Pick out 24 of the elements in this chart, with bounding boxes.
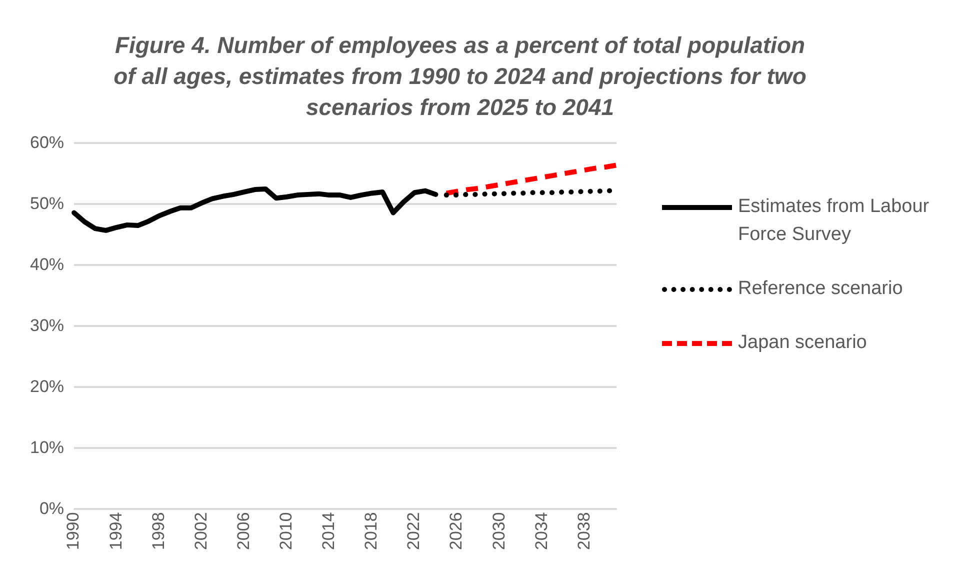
legend-label: Estimates from Labour Force Survey — [738, 195, 930, 247]
x-tick-label: 2014 — [319, 512, 338, 550]
x-tick-label: 2006 — [234, 512, 253, 550]
y-tick-label: 20% — [30, 376, 64, 396]
x-tick-label: 2010 — [276, 512, 296, 550]
legend-label: Reference scenario — [738, 277, 903, 301]
y-tick-label: 40% — [30, 254, 64, 274]
x-tick-label: 2022 — [404, 512, 424, 550]
x-tick-label: 2026 — [446, 512, 466, 550]
y-tick-label: 10% — [30, 438, 64, 457]
y-tick-label: 50% — [30, 194, 64, 213]
x-tick-label: 2034 — [532, 512, 551, 550]
y-tick-label: 0% — [39, 498, 64, 518]
x-tick-label: 2038 — [574, 512, 594, 550]
y-tick-label: 60% — [30, 132, 64, 152]
legend-label: Japan scenario — [738, 331, 867, 355]
chart-title: Figure 4. Number of employees as a percent of total population of all ages, estimates from 1990 to 2024 and projections for two scenarios from 2025 to 2041 — [112, 31, 808, 122]
x-tick-label: 1994 — [106, 512, 126, 550]
x-tick-label: 2002 — [191, 512, 210, 550]
x-tick-label: 2030 — [489, 512, 508, 550]
x-tick-label: 1990 — [64, 512, 83, 550]
x-tick-label: 2018 — [362, 512, 381, 550]
y-tick-label: 30% — [30, 316, 64, 335]
x-tick-label: 1998 — [148, 512, 168, 550]
